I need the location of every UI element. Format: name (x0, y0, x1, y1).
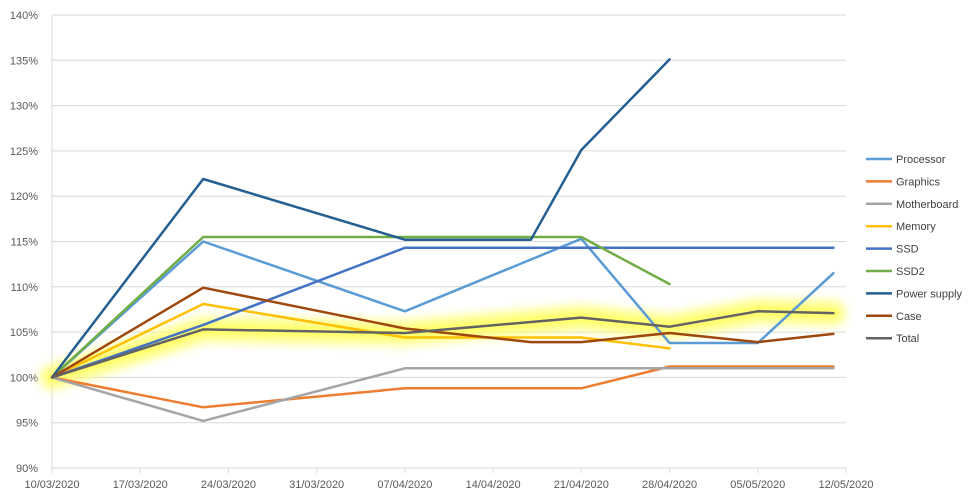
series-lines (50, 58, 835, 423)
x-tick-label: 07/04/2020 (377, 479, 432, 491)
legend-label: Memory (896, 221, 936, 233)
y-tick-label: 105% (10, 327, 38, 339)
legend-label: Case (896, 311, 922, 323)
legend-label: SSD (896, 244, 919, 256)
x-tick-label: 12/05/2020 (818, 479, 873, 491)
x-axis: 10/03/2020 17/03/2020 24/03/2020 31/03/2020… (24, 468, 874, 491)
series-line-case (50, 286, 835, 379)
series-line-graphics (50, 365, 835, 409)
series-line-power-supply (50, 58, 671, 379)
gridlines (51, 14, 846, 469)
series-line-ssd2 (50, 235, 671, 379)
x-tick-label: 05/05/2020 (730, 479, 785, 491)
legend-label: SSD2 (896, 266, 925, 278)
legend-label: Processor (896, 154, 946, 166)
y-tick-label: 95% (16, 418, 38, 430)
x-tick-label: 14/04/2020 (466, 479, 521, 491)
y-tick-label: 125% (10, 146, 38, 158)
y-axis: 90% 95% 100% 105% 110% 115% 120% 125% 130% 135% 14… (10, 10, 38, 475)
series-line-total (50, 310, 835, 379)
legend-label: Motherboard (896, 199, 958, 211)
y-tick-label: 120% (10, 191, 38, 203)
y-tick-label: 140% (10, 10, 38, 22)
y-tick-label: 100% (10, 372, 38, 384)
x-tick-label: 31/03/2020 (289, 479, 344, 491)
y-tick-label: 110% (11, 282, 39, 294)
y-tick-label: 115% (11, 237, 39, 249)
x-tick-label: 21/04/2020 (554, 479, 609, 491)
x-tick-label: 17/03/2020 (113, 479, 168, 491)
y-tick-label: 135% (10, 55, 38, 67)
x-tick-label: 24/03/2020 (201, 479, 256, 491)
x-tick-label: 10/03/2020 (24, 479, 79, 491)
legend-label: Power supply (896, 288, 963, 300)
x-tick-label: 28/04/2020 (642, 479, 697, 491)
series-line-memory (50, 302, 671, 379)
legend-label: Graphics (896, 176, 941, 188)
legend-label: Total (896, 333, 919, 345)
series-line-motherboard (50, 367, 835, 423)
y-tick-label: 130% (10, 101, 38, 113)
legend: Processor Graphics Motherboard Memory SSD SSD… (866, 154, 963, 345)
y-tick-label: 90% (16, 463, 38, 475)
series-line-ssd (50, 246, 835, 379)
